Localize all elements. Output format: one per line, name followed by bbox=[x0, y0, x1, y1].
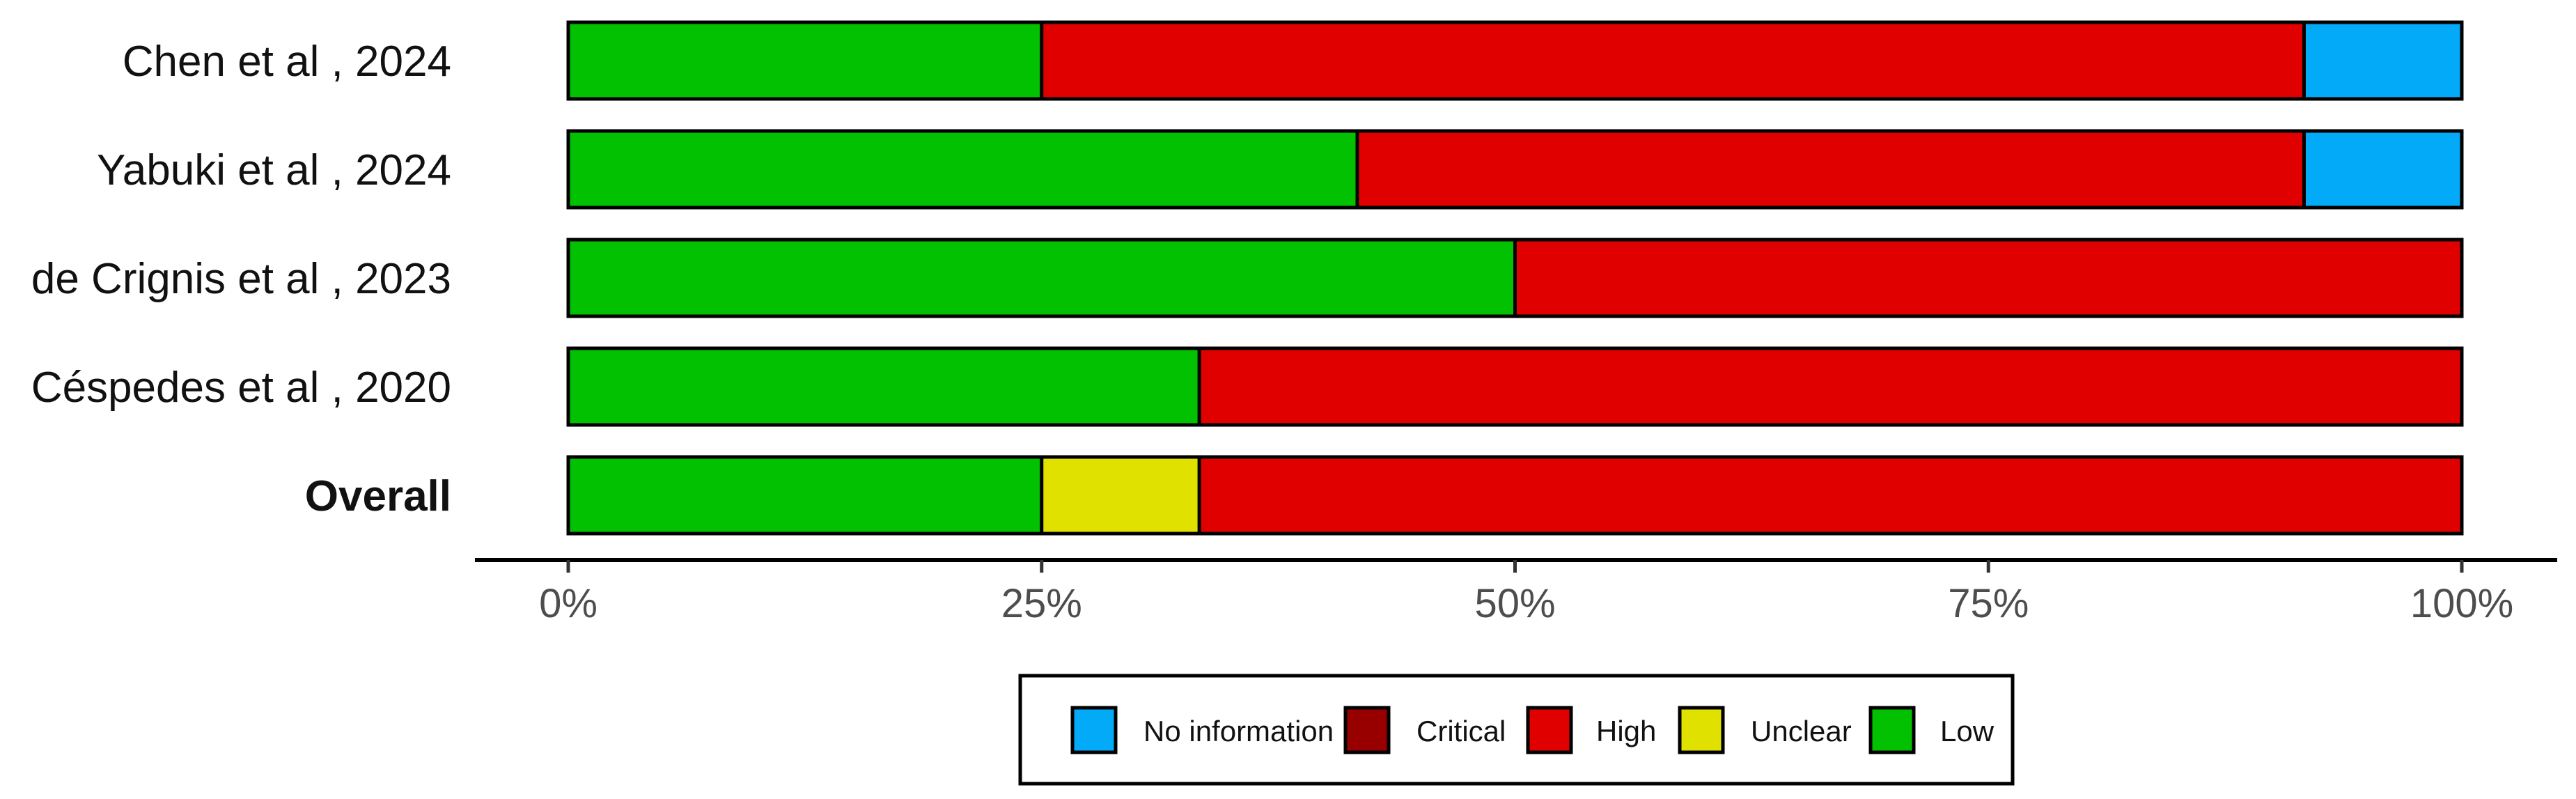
bar-cespedes-et-al-2020-high bbox=[1197, 346, 2464, 427]
x-tick-label: 75% bbox=[1948, 581, 2029, 626]
bar-chen-et-al-2024-no-information bbox=[2302, 20, 2464, 101]
category-label: Overall bbox=[305, 472, 451, 520]
legend-key-critical bbox=[1343, 706, 1391, 754]
legend-label-low: Low bbox=[1940, 715, 1995, 747]
x-tick-label: 100% bbox=[2410, 581, 2513, 626]
bar-outline-yabuki-et-al-2024 bbox=[566, 129, 2464, 210]
category-label: Céspedes et al , 2020 bbox=[31, 364, 451, 412]
bar-de-crignis-et-al-2023-low bbox=[566, 238, 1517, 318]
legend: No information Critical High Unclear Low bbox=[1018, 674, 2015, 786]
bar-yabuki-et-al-2024-high bbox=[1355, 129, 2306, 210]
bar-overall-low bbox=[566, 455, 1044, 536]
bar-outline-de-crignis-et-al-2023 bbox=[566, 238, 2464, 318]
bar-de-crignis-et-al-2023-high bbox=[1513, 238, 2464, 318]
legend-key-low bbox=[1868, 706, 1916, 754]
legend-box bbox=[1018, 674, 2015, 786]
bar-yabuki-et-al-2024-low bbox=[566, 129, 1359, 210]
bar-chen-et-al-2024-low bbox=[566, 20, 1044, 101]
legend-key-unclear bbox=[1678, 706, 1725, 754]
bar-outline-cespedes-et-al-2020 bbox=[566, 346, 2464, 427]
x-tick-label: 25% bbox=[1001, 581, 1082, 626]
category-label: de Crignis et al , 2023 bbox=[31, 255, 451, 303]
category-label: Yabuki et al , 2024 bbox=[97, 146, 451, 194]
legend-label-critical: Critical bbox=[1416, 715, 1506, 747]
category-label: Chen et al , 2024 bbox=[123, 38, 451, 86]
x-axis: 0% 25% 50% 75% 100% bbox=[475, 558, 2557, 626]
x-tick-label: 50% bbox=[1474, 581, 1555, 626]
bar-chen-et-al-2024-high bbox=[1040, 20, 2306, 101]
bar-outline-overall bbox=[566, 455, 2464, 536]
legend-key-no-information bbox=[1070, 706, 1118, 754]
bar-cespedes-et-al-2020-low bbox=[566, 346, 1201, 427]
legend-label-no-information: No information bbox=[1143, 715, 1334, 747]
bar-overall-unclear bbox=[1040, 455, 1201, 536]
bars-layer bbox=[566, 20, 2464, 536]
category-labels: Chen et al , 2024 Yabuki et al , 2024 de C… bbox=[31, 38, 451, 520]
bar-outline-chen-et-al-2024 bbox=[566, 20, 2464, 101]
x-tick-label: 0% bbox=[539, 581, 598, 626]
legend-key-high bbox=[1526, 706, 1573, 754]
legend-label-unclear: Unclear bbox=[1751, 715, 1852, 747]
bar-yabuki-et-al-2024-no-information bbox=[2302, 129, 2464, 210]
bar-overall-high bbox=[1197, 455, 2464, 536]
legend-label-high: High bbox=[1596, 715, 1656, 747]
